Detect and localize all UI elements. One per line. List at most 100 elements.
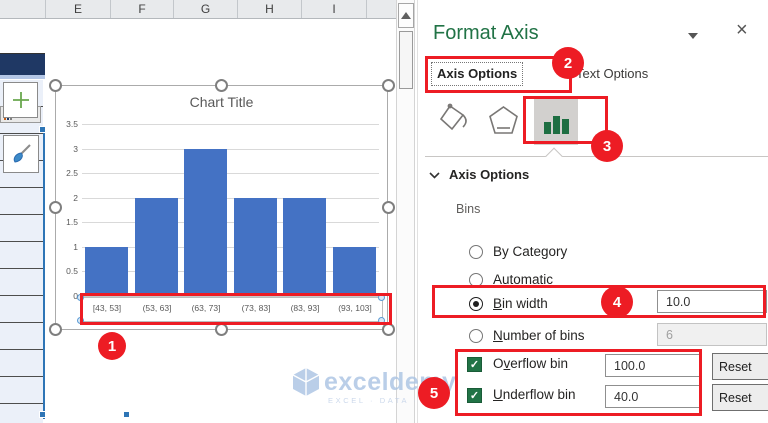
radio-bin-width[interactable] bbox=[469, 297, 483, 311]
underflow-bin-input[interactable] bbox=[605, 385, 700, 408]
vertical-scrollbar[interactable] bbox=[396, 0, 415, 423]
tab-text-options[interactable]: Text Options bbox=[576, 66, 649, 81]
gridline bbox=[82, 173, 379, 174]
annotation-circle-1: 1 bbox=[98, 332, 126, 360]
underflow-bin-label[interactable]: Underflow bin bbox=[493, 387, 576, 402]
gridline bbox=[82, 271, 379, 272]
row-strip bbox=[0, 80, 43, 423]
format-axis-pane: Format Axis × Axis Options Text Options bbox=[417, 0, 768, 423]
y-axis-tick-label: 3.5 bbox=[66, 119, 78, 129]
y-axis-tick-label: 2 bbox=[73, 193, 78, 203]
histogram-bar[interactable] bbox=[333, 247, 376, 296]
annotation-circle-3: 3 bbox=[591, 130, 623, 162]
bin-width-input[interactable] bbox=[657, 290, 767, 313]
gridline bbox=[82, 296, 379, 297]
radio-bin-width-label[interactable]: Bin width bbox=[493, 296, 548, 311]
selected-cell-block bbox=[0, 53, 45, 75]
column-header-I[interactable]: I bbox=[301, 0, 366, 18]
exceldemy-logo-icon bbox=[292, 368, 320, 396]
annotation-circle-2: 2 bbox=[552, 47, 584, 79]
effects-icon[interactable] bbox=[487, 104, 520, 142]
collapse-chevron-icon[interactable] bbox=[429, 172, 440, 179]
scrollbar-thumb[interactable] bbox=[399, 31, 413, 89]
histogram-bar[interactable] bbox=[135, 198, 178, 296]
column-header-H[interactable]: H bbox=[237, 0, 301, 18]
column-header-F[interactable]: F bbox=[110, 0, 173, 18]
pane-dropdown-icon[interactable] bbox=[688, 33, 698, 39]
underflow-reset-button[interactable]: Reset bbox=[712, 384, 768, 411]
column-header-partial[interactable] bbox=[366, 0, 396, 18]
x-axis-bin-label[interactable]: (53, 63] bbox=[142, 303, 172, 313]
x-axis-bin-label[interactable]: [43, 53] bbox=[92, 303, 122, 313]
x-axis-bin-label[interactable]: (83, 93] bbox=[290, 303, 320, 313]
gridline bbox=[82, 222, 379, 223]
chart-resize-handle[interactable] bbox=[382, 201, 395, 214]
tab-axis-options[interactable]: Axis Options bbox=[431, 62, 524, 86]
chart-resize-handle[interactable] bbox=[382, 79, 395, 92]
data-selection-border bbox=[43, 129, 45, 419]
column-header-G[interactable]: G bbox=[173, 0, 237, 18]
bins-label: Bins bbox=[456, 202, 481, 216]
histogram-bar[interactable] bbox=[184, 149, 227, 296]
overflow-bin-label[interactable]: Overflow bin bbox=[493, 356, 569, 371]
y-axis-tick-label: 3 bbox=[73, 144, 78, 154]
radio-number-of-bins[interactable] bbox=[469, 329, 483, 343]
column-header-E[interactable]: E bbox=[45, 0, 110, 18]
number-of-bins-input bbox=[657, 323, 767, 346]
radio-by-category[interactable] bbox=[469, 245, 483, 259]
y-axis-tick-label: 1 bbox=[73, 242, 78, 252]
histogram-bar[interactable] bbox=[283, 198, 326, 296]
chart-resize-handle[interactable] bbox=[49, 201, 62, 214]
x-axis-bin-label[interactable]: (73, 83] bbox=[241, 303, 271, 313]
overflow-bin-checkbox[interactable]: ✓ bbox=[467, 357, 482, 372]
gridline bbox=[82, 198, 379, 199]
chart-resize-handle[interactable] bbox=[215, 79, 228, 92]
fill-line-icon[interactable] bbox=[437, 102, 471, 143]
gridline bbox=[82, 124, 379, 125]
radio-automatic-label[interactable]: Automatic bbox=[493, 272, 554, 287]
x-axis-bin-label[interactable]: (63, 73] bbox=[191, 303, 221, 313]
histogram-bar[interactable] bbox=[85, 247, 128, 296]
annotation-circle-4: 4 bbox=[601, 286, 633, 318]
y-axis-tick-label: 1.5 bbox=[66, 217, 78, 227]
overflow-reset-button[interactable]: Reset bbox=[712, 353, 768, 380]
paintbrush-icon bbox=[13, 144, 31, 163]
y-axis-tick-label: 0.5 bbox=[66, 266, 78, 276]
annotation-box-3 bbox=[523, 96, 608, 144]
selection-handle[interactable] bbox=[39, 411, 46, 418]
annotation-box-2 bbox=[425, 56, 572, 93]
axis-options-icon[interactable] bbox=[534, 99, 578, 145]
close-icon[interactable]: × bbox=[736, 19, 748, 41]
radio-number-of-bins-label[interactable]: Number of bins bbox=[493, 328, 585, 343]
chart-object[interactable]: Chart Title 0 0.5 1 1.5 2 2.5 3 3.5 [43, 53] (53… bbox=[49, 79, 395, 336]
y-axis-tick-label: 2.5 bbox=[66, 168, 78, 178]
chart-styles-button[interactable] bbox=[3, 135, 39, 173]
selection-handle[interactable] bbox=[39, 126, 46, 133]
gridline bbox=[82, 247, 379, 248]
annotation-circle-5: 5 bbox=[418, 377, 450, 409]
gridline bbox=[82, 149, 379, 150]
chart-title[interactable]: Chart Title bbox=[189, 94, 254, 110]
annotation-box-4 bbox=[432, 285, 766, 318]
chart-add-element-button[interactable] bbox=[3, 82, 38, 118]
section-axis-options[interactable]: Axis Options bbox=[449, 167, 530, 182]
x-axis-bin-label[interactable]: (93, 103] bbox=[338, 303, 372, 313]
overflow-bin-input[interactable] bbox=[605, 354, 700, 377]
radio-by-category-label[interactable]: By Category bbox=[493, 244, 568, 259]
selected-tab-notch bbox=[545, 147, 563, 165]
scroll-up-button[interactable] bbox=[398, 3, 414, 28]
plus-icon bbox=[12, 92, 29, 108]
histogram-bar[interactable] bbox=[234, 198, 277, 296]
selection-handle[interactable] bbox=[123, 411, 130, 418]
y-axis-tick-label: 0 bbox=[73, 291, 78, 301]
annotation-box-1 bbox=[80, 293, 392, 325]
chart-resize-handle[interactable] bbox=[49, 323, 62, 336]
up-arrow-icon bbox=[401, 12, 411, 19]
pane-title: Format Axis bbox=[433, 22, 539, 44]
underflow-bin-checkbox[interactable]: ✓ bbox=[467, 388, 482, 403]
chart-resize-handle[interactable] bbox=[49, 79, 62, 92]
annotation-box-5 bbox=[455, 349, 702, 416]
selection-accent bbox=[0, 75, 45, 79]
